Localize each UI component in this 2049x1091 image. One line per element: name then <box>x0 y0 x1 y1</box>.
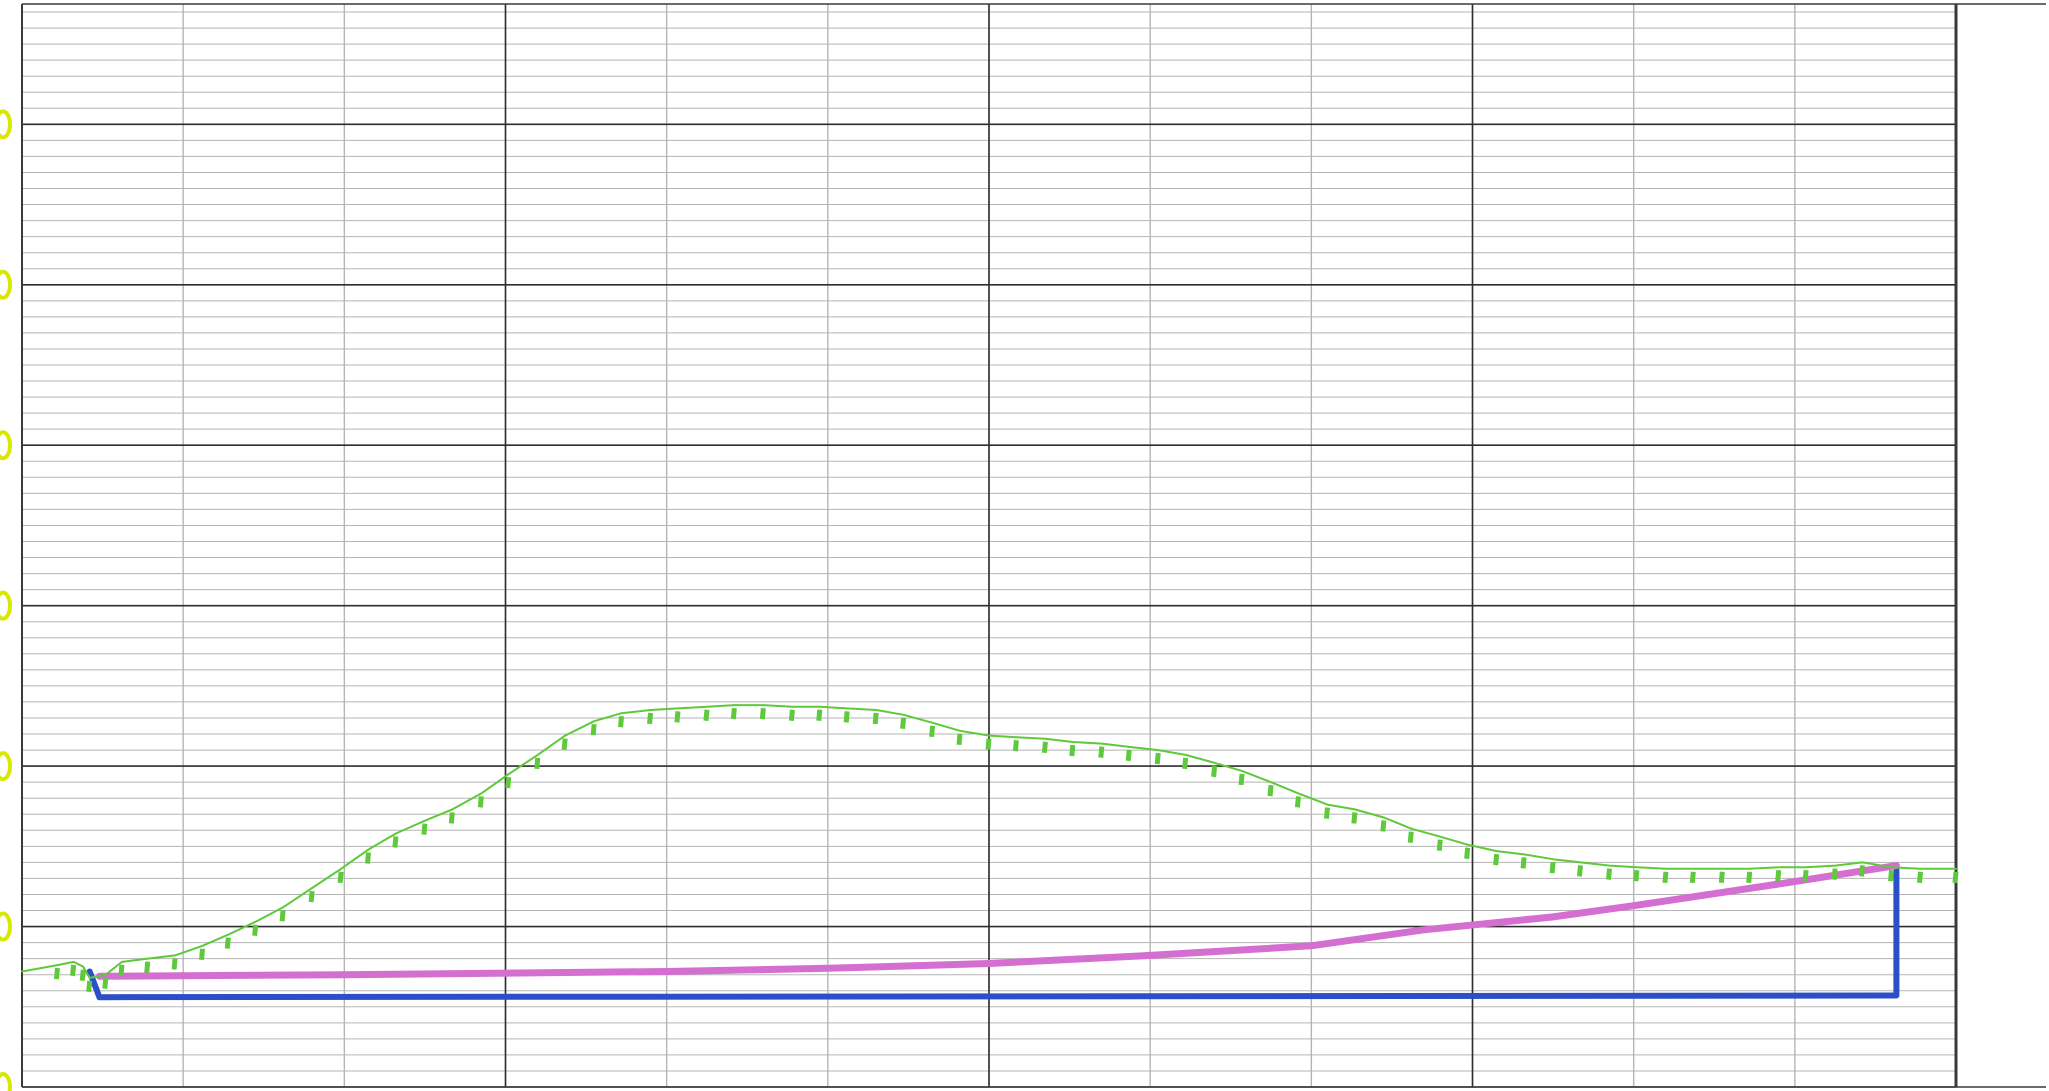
surface-tick <box>279 910 286 922</box>
surface-tick <box>1831 868 1838 880</box>
design-line <box>95 862 1900 980</box>
surface-tick <box>1012 740 1019 752</box>
surface-tick <box>1238 773 1245 786</box>
surface-tick <box>561 738 568 750</box>
axis-marker <box>0 590 12 621</box>
axis-marker <box>0 109 12 140</box>
surface-tick <box>224 937 231 949</box>
surface-tick <box>118 964 125 977</box>
surface-tick <box>929 725 936 738</box>
surface-tick <box>1351 812 1358 824</box>
surface-tick <box>872 712 879 725</box>
surface-tick <box>505 776 512 789</box>
surface-tick <box>337 871 344 884</box>
surface-tick <box>1211 765 1218 778</box>
surface-tick <box>703 709 710 721</box>
surface-tick <box>86 980 93 993</box>
surface-tick <box>1493 853 1500 866</box>
surface-tick <box>1606 868 1612 880</box>
surface-tick <box>1859 865 1866 877</box>
surface-tick <box>53 967 60 980</box>
axis-marker <box>0 1072 12 1091</box>
surface-tick <box>1267 784 1274 797</box>
axis-marker <box>0 751 12 782</box>
surface-tick <box>1802 869 1809 882</box>
surface-tick <box>1718 871 1725 884</box>
surface-tick <box>70 964 77 977</box>
surface-tick <box>252 924 259 936</box>
surface-tick <box>477 796 484 808</box>
surface-tick <box>1294 796 1301 808</box>
surface-tick <box>448 812 455 824</box>
surface-tick <box>365 852 371 864</box>
surface-tick <box>674 711 681 723</box>
surface-tick <box>1952 871 1959 884</box>
surface-tick <box>1689 871 1696 884</box>
surface-tick <box>618 715 625 728</box>
surface-tick <box>1662 871 1669 884</box>
surface-tick <box>1746 871 1753 884</box>
surface-tick <box>171 958 178 970</box>
surface-tick <box>1182 757 1189 770</box>
surface-tick <box>590 723 597 736</box>
surface-tick <box>144 961 151 973</box>
surface-tick <box>534 757 541 770</box>
surface-tick <box>1380 820 1387 832</box>
axis-marker <box>0 430 12 461</box>
surface-tick <box>1549 861 1556 874</box>
surface-tick <box>1633 869 1640 882</box>
axis-marker <box>0 911 12 942</box>
surface-tick <box>102 977 109 989</box>
surface-tick <box>1917 871 1924 884</box>
surface-tick <box>199 948 205 961</box>
surface-tick <box>816 709 823 721</box>
surface-tick <box>647 712 654 725</box>
surface-tick <box>1464 847 1471 859</box>
surface-tick <box>308 890 315 903</box>
surface-tick <box>392 836 399 848</box>
surface-tick <box>1520 857 1527 869</box>
surface-tick <box>1576 865 1583 877</box>
surface-tick <box>1069 744 1076 757</box>
surface-tick <box>1323 807 1330 819</box>
ground-surface-line <box>21 704 1957 979</box>
surface-tick <box>1098 746 1105 758</box>
axis-marker <box>0 269 12 300</box>
surface-tick <box>788 709 795 721</box>
surface-tick <box>1407 831 1414 843</box>
surface-tick <box>985 738 992 750</box>
surface-tick <box>843 711 850 723</box>
surface-tick <box>1041 741 1048 754</box>
surface-tick <box>759 707 766 720</box>
section-outline <box>86 862 1900 1001</box>
surface-tick <box>1154 752 1161 765</box>
surface-tick <box>1125 749 1132 762</box>
surface-tick <box>956 733 963 746</box>
surface-tick <box>1888 869 1895 882</box>
surface-tick <box>1436 839 1443 851</box>
surface-tick <box>79 969 86 981</box>
surface-tick <box>421 823 428 835</box>
surface-tick <box>1775 869 1782 882</box>
surface-tick <box>730 707 737 720</box>
surface-tick <box>900 717 907 729</box>
